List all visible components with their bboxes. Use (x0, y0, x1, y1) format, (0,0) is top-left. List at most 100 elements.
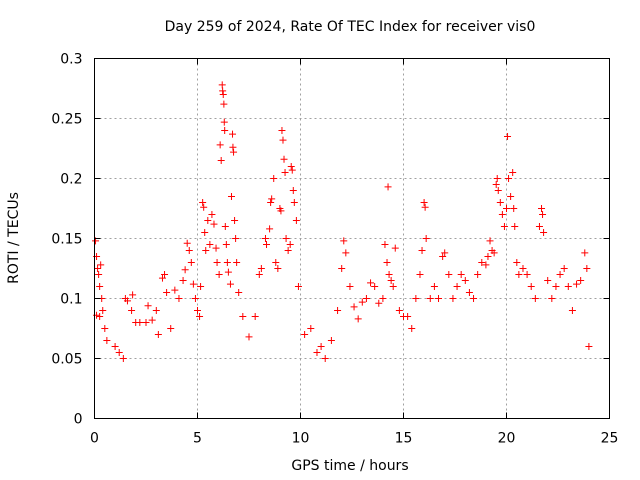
data-point (321, 355, 329, 362)
data-point (449, 295, 457, 302)
data-point (210, 220, 218, 228)
data-point (197, 283, 205, 290)
data-point (212, 244, 220, 252)
data-point (498, 211, 506, 218)
data-point (204, 217, 212, 224)
data-point (144, 302, 152, 310)
data-point (128, 307, 136, 314)
data-point (294, 283, 302, 290)
data-point (490, 249, 498, 257)
data-point (500, 223, 508, 230)
x-tick-label: 20 (498, 431, 516, 447)
data-point (484, 253, 492, 260)
data-point (96, 313, 104, 320)
data-point (544, 277, 552, 284)
data-point (486, 237, 494, 245)
data-point (420, 199, 428, 206)
data-point (152, 307, 160, 314)
data-point (301, 331, 309, 338)
data-point (556, 271, 564, 278)
data-point (540, 229, 548, 236)
data-point (163, 289, 171, 296)
data-point (548, 295, 556, 302)
data-point (338, 265, 346, 272)
data-point (263, 241, 271, 248)
data-point (101, 325, 109, 332)
data-point (583, 265, 591, 272)
data-point (232, 235, 240, 242)
data-point (278, 127, 286, 134)
data-point (221, 223, 229, 230)
data-point (581, 249, 589, 257)
data-point (404, 313, 412, 320)
data-point (279, 136, 287, 144)
data-point (229, 143, 237, 151)
data-point (111, 343, 119, 350)
data-point (233, 259, 241, 266)
x-axis-label: GPS time / hours (291, 458, 408, 474)
data-point (327, 337, 335, 344)
data-point (175, 295, 183, 302)
data-point (515, 271, 523, 278)
data-point (223, 259, 231, 266)
data-point (272, 259, 280, 266)
data-point (422, 235, 430, 242)
data-point (492, 181, 500, 188)
data-point (287, 163, 295, 170)
data-point (245, 333, 253, 341)
data-point (354, 315, 362, 323)
data-point (161, 271, 169, 278)
data-point (474, 271, 482, 278)
data-point (313, 349, 321, 356)
y-tick-label: 0.3 (60, 52, 82, 68)
data-point (179, 277, 187, 284)
data-point (229, 130, 237, 138)
data-point (220, 100, 228, 108)
data-point (239, 313, 247, 320)
grid-lines (94, 58, 610, 419)
data-point (568, 307, 576, 314)
data-point (560, 265, 568, 272)
data-point (494, 187, 502, 194)
data-point (387, 277, 395, 284)
data-point (577, 277, 585, 284)
data-point (539, 211, 547, 218)
data-point (123, 297, 131, 305)
data-point (375, 299, 383, 307)
data-point (97, 261, 105, 269)
data-point (227, 193, 235, 200)
data-point (200, 203, 208, 211)
data-point (527, 283, 535, 290)
data-point (507, 193, 515, 200)
data-point (408, 325, 416, 332)
data-point (286, 241, 294, 248)
data-point (441, 249, 449, 257)
data-point (231, 217, 239, 224)
data-point (317, 343, 325, 350)
data-point (504, 133, 512, 140)
data-point (217, 157, 225, 164)
data-point (281, 169, 289, 176)
data-point (519, 265, 527, 272)
x-tick-label: 5 (193, 431, 202, 447)
data-point (496, 199, 504, 206)
data-point (235, 289, 243, 296)
data-point (226, 280, 234, 288)
data-point (95, 271, 103, 278)
data-point (503, 205, 510, 212)
data-point (385, 271, 393, 278)
data-point (478, 259, 486, 266)
data-point (218, 81, 226, 89)
data-point (208, 211, 216, 218)
data-point (99, 307, 107, 314)
y-axis-label: ROTI / TECUs (6, 192, 22, 284)
y-tick-label: 0.2 (60, 172, 82, 188)
data-point (183, 239, 191, 247)
data-point (220, 118, 228, 126)
y-tick-label: 0 (74, 412, 83, 428)
data-point (282, 235, 290, 242)
x-tick-label: 25 (601, 431, 619, 447)
data-point (96, 283, 104, 290)
x-tick-label: 0 (90, 431, 99, 447)
